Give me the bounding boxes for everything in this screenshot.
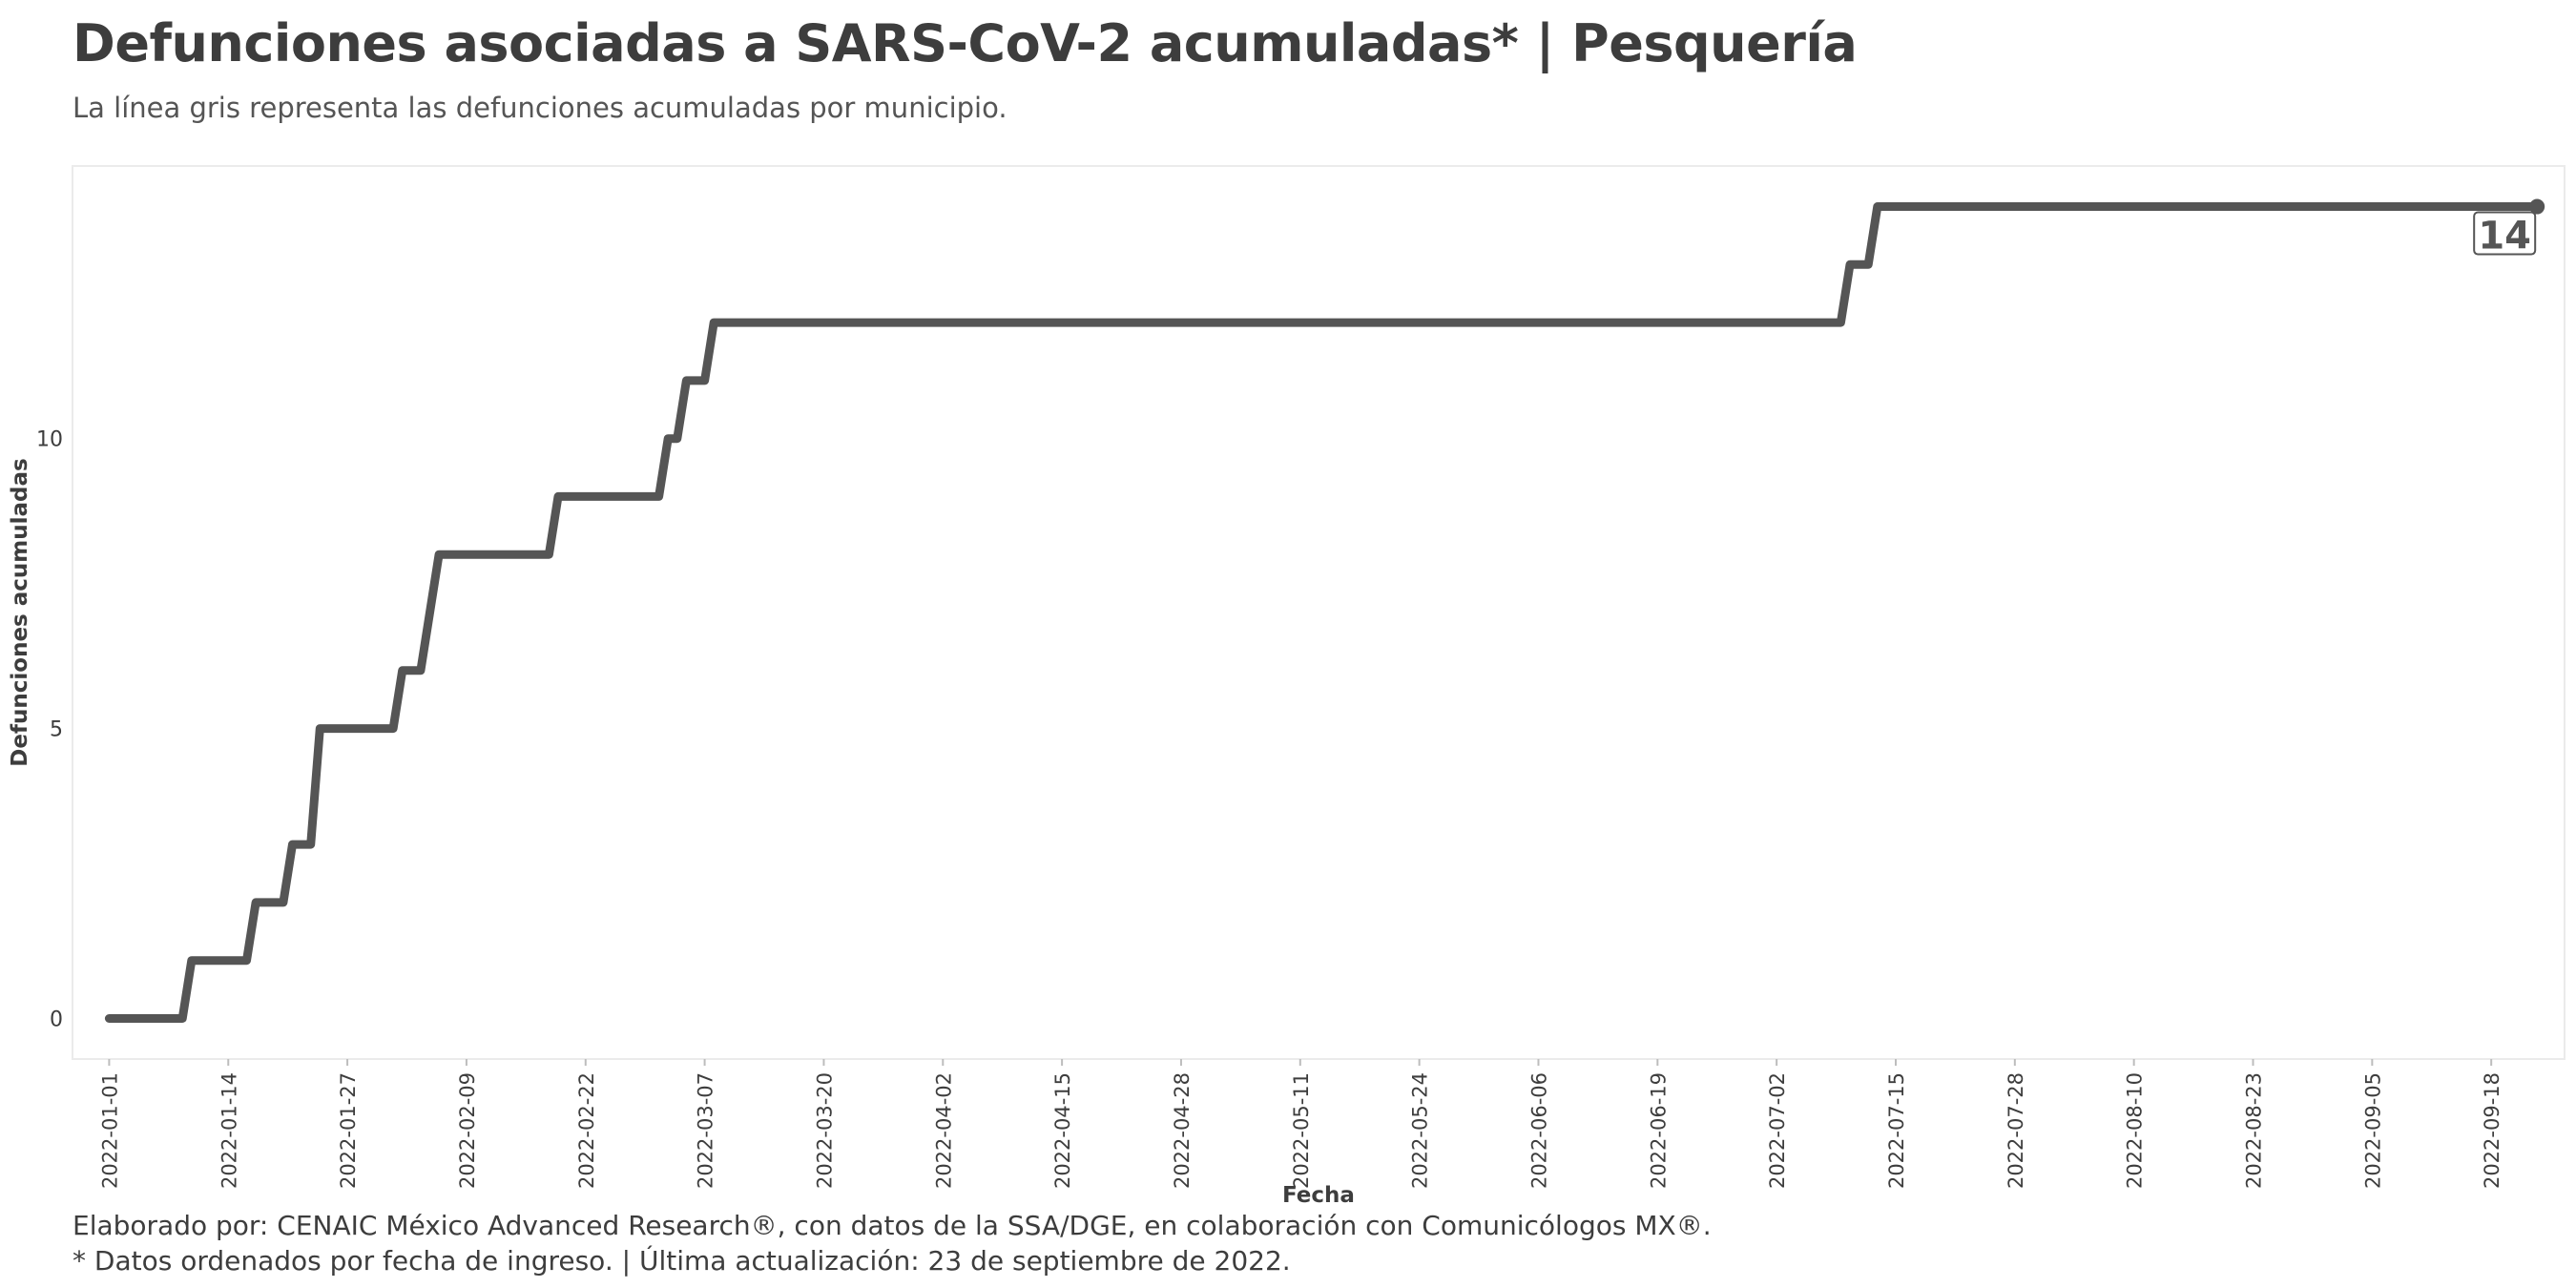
x-tick-label: 2022-01-27 [337,1072,360,1189]
x-axis-ticks: 2022-01-01 2022-01-14 2022-01-27 2022-02-09… [98,1059,2503,1189]
plot-panel [72,165,2566,1060]
x-tick-label: 2022-01-14 [218,1072,240,1189]
caption-note: * Datos ordenados por fecha de ingreso. … [73,1245,1291,1277]
x-tick-label: 2022-02-22 [575,1072,598,1189]
x-tick-label: 2022-06-06 [1527,1072,1550,1189]
end-value-label-text: 14 [2478,215,2531,259]
y-axis-ticks: 0 5 10 [36,428,63,1032]
y-tick-label: 5 [50,718,63,742]
end-value-label: 14 [2473,211,2537,259]
x-tick-label: 2022-01-01 [98,1072,121,1189]
x-tick-label: 2022-07-28 [2005,1072,2027,1189]
x-tick-label: 2022-04-15 [1051,1072,1074,1189]
y-axis-label: Defunciones acumuladas [8,458,32,766]
series-line [104,202,2542,1023]
x-tick-label: 2022-04-28 [1171,1072,1194,1189]
x-tick-label: 2022-07-15 [1885,1072,1908,1189]
y-tick-label: 10 [36,428,63,452]
x-tick-label: 2022-02-09 [456,1072,479,1189]
x-tick-label: 2022-07-02 [1766,1072,1789,1189]
x-tick-label: 2022-06-19 [1647,1072,1670,1189]
y-tick-label: 0 [50,1008,63,1031]
x-tick-label: 2022-09-18 [2481,1072,2503,1189]
x-tick-label: 2022-05-24 [1409,1072,1432,1189]
chart-subtitle: La línea gris representa las defunciones… [73,92,1008,124]
caption-credits: Elaborado por: CENAIC México Advanced Re… [73,1210,1712,1241]
x-tick-label: 2022-04-02 [932,1072,955,1189]
x-tick-label: 2022-08-10 [2124,1072,2147,1189]
x-tick-label: 2022-08-23 [2243,1072,2266,1189]
chart-title: Defunciones asociadas a SARS-CoV-2 acumu… [73,13,1858,73]
x-tick-label: 2022-03-20 [813,1072,836,1189]
x-axis-label: Fecha [1282,1183,1355,1208]
end-value-label-box [2473,211,2537,256]
x-tick-label: 2022-09-05 [2361,1072,2384,1189]
x-tick-label: 2022-03-07 [695,1072,717,1189]
series-end-point [2529,198,2545,215]
x-tick-label: 2022-05-11 [1290,1072,1313,1189]
